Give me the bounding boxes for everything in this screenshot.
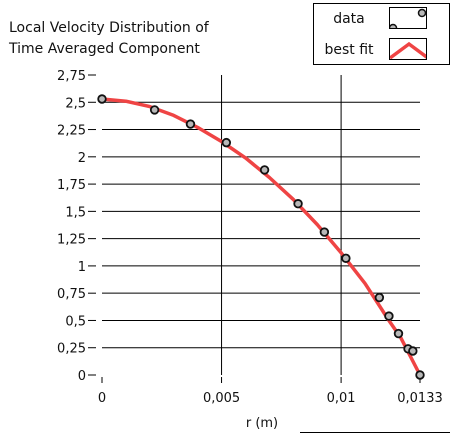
x-tick-label: 0,0133 <box>397 391 443 406</box>
x-tick-label: 0 <box>98 391 106 406</box>
data-point <box>319 227 330 237</box>
series <box>97 94 425 380</box>
data-point <box>384 311 394 321</box>
data-point <box>415 370 425 380</box>
grid <box>102 75 420 375</box>
data-point <box>97 94 107 104</box>
bottom-panel-edge <box>300 432 450 442</box>
legend: data best fit <box>313 3 450 65</box>
chart-title: Local Velocity Distribution of Time Aver… <box>9 18 209 60</box>
x-tick-label: 0,005 <box>203 391 240 406</box>
legend-label-best-fit: best fit <box>324 42 374 58</box>
axes: 0 0,25 0,5 0,75 1 1,25 1,5 1,75 2 2,25 2,5 2,75 0 0,0… <box>57 69 443 406</box>
data-point <box>221 137 232 148</box>
legend-marker-icon <box>390 8 426 28</box>
y-tick-label: 2,75 <box>57 69 86 84</box>
y-tick-label: 1,25 <box>57 233 86 248</box>
data-point <box>393 328 404 339</box>
y-tick-label: 0,25 <box>57 342 86 357</box>
y-tick-label: 1,75 <box>57 178 86 193</box>
y-tick-label: 0,5 <box>65 314 86 329</box>
data-point <box>259 165 270 175</box>
legend-item-data: data <box>314 4 451 34</box>
x-tick-label: 0,01 <box>327 391 356 406</box>
best-fit-line <box>101 97 422 376</box>
x-axis-label: r (m) <box>246 416 278 431</box>
data-point <box>341 253 351 263</box>
y-tick-label: 1,5 <box>65 205 86 220</box>
legend-item-best-fit: best fit <box>314 35 451 65</box>
y-tick-label: 2,5 <box>65 96 86 111</box>
legend-line-icon <box>390 41 426 59</box>
chart-title-line-1: Local Velocity Distribution of <box>9 20 209 36</box>
data-point <box>185 119 196 129</box>
chart-title-line-2: Time Averaged Component <box>9 41 200 57</box>
legend-swatch-best-fit <box>389 38 427 60</box>
data-point <box>408 346 418 356</box>
legend-label-data: data <box>333 11 365 27</box>
data-point <box>293 199 303 209</box>
y-tick-label: 0,75 <box>57 287 86 302</box>
y-tick-label: 1 <box>78 260 86 275</box>
legend-swatch-data <box>389 7 427 29</box>
y-tick-label: 2,25 <box>57 124 86 139</box>
data-point <box>374 292 385 303</box>
y-tick-label: 0 <box>78 369 86 384</box>
data-point <box>149 105 160 115</box>
y-tick-label: 2 <box>78 151 86 166</box>
